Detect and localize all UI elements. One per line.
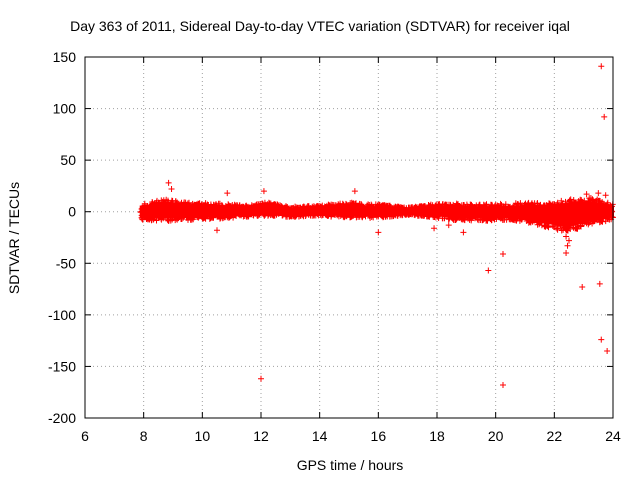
y-tick-label: -150 <box>48 358 76 374</box>
x-tick-label: 14 <box>312 428 328 444</box>
data-point <box>598 63 605 70</box>
plot-frame <box>84 56 614 419</box>
data-point <box>460 229 467 236</box>
data-point <box>165 179 172 186</box>
y-tick-label: 0 <box>68 204 76 220</box>
y-tick-label: -50 <box>56 255 76 271</box>
x-tick-label: 10 <box>195 428 211 444</box>
x-tick-label: 24 <box>605 428 621 444</box>
data-point <box>596 280 603 287</box>
y-tick-label: 150 <box>53 49 77 65</box>
data-point <box>168 186 175 193</box>
data-point <box>260 188 267 195</box>
data-point <box>258 375 264 382</box>
data-point <box>566 237 572 244</box>
data-point <box>445 222 452 229</box>
data-point <box>563 233 570 240</box>
x-tick-label: 16 <box>371 428 387 444</box>
x-tick-label: 8 <box>140 428 148 444</box>
data-point <box>579 284 586 291</box>
data-point <box>431 225 438 232</box>
x-tick-label: 6 <box>81 428 89 444</box>
x-tick-label: 18 <box>429 428 445 444</box>
data-point <box>598 336 605 343</box>
data-point <box>351 188 358 195</box>
data-point <box>224 190 231 197</box>
data-point <box>604 347 611 354</box>
data-point <box>485 267 492 274</box>
y-tick-label: 50 <box>60 152 76 168</box>
x-tick-label: 22 <box>547 428 563 444</box>
data-point <box>583 191 590 198</box>
y-tick-label: -200 <box>48 410 76 426</box>
data-point <box>564 242 571 249</box>
data-point <box>563 249 570 256</box>
data-point <box>602 192 609 199</box>
y-tick-label: 100 <box>53 101 77 117</box>
data-point <box>601 113 608 120</box>
y-tick-label: -100 <box>48 307 76 323</box>
x-axis-label: GPS time / hours <box>296 457 404 473</box>
data-point <box>500 381 506 388</box>
x-tick-label: 20 <box>488 428 504 444</box>
data-point <box>214 227 220 234</box>
y-axis-label: SDTVAR / TECUs <box>6 181 22 295</box>
x-tick-label: 12 <box>253 428 269 444</box>
data-point <box>595 190 602 197</box>
data-point <box>375 229 382 236</box>
data-point <box>500 251 506 258</box>
dense-band-points <box>137 195 616 234</box>
chart-title: Day 363 of 2011, Sidereal Day-to-day VTE… <box>70 18 570 34</box>
